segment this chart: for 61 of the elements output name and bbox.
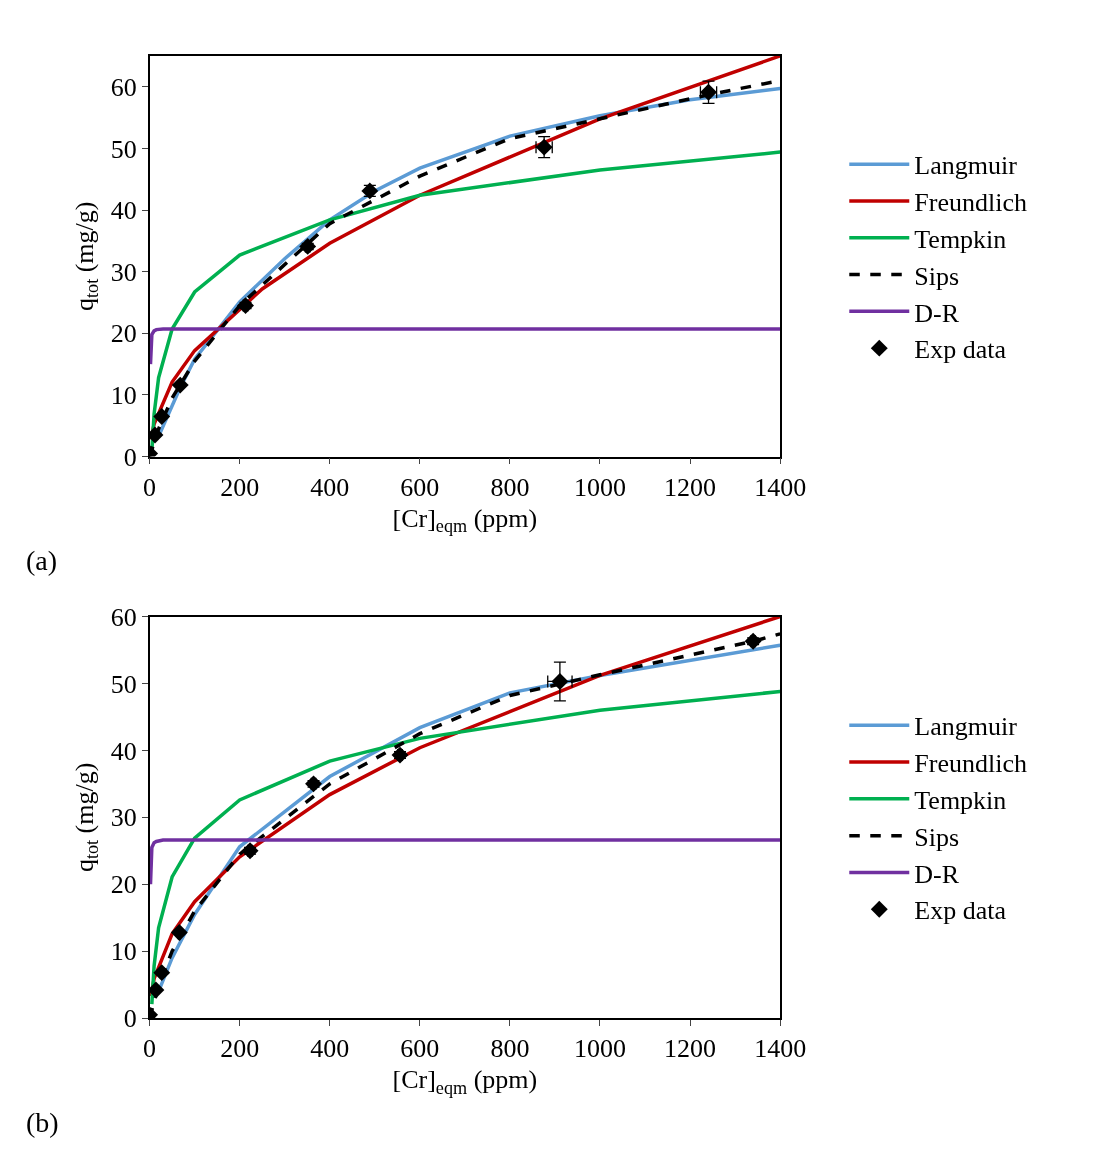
line-series <box>149 838 781 887</box>
x-tick-label: 800 <box>490 472 530 502</box>
x-tick-label: 600 <box>400 1034 440 1064</box>
y-tick-label: 40 <box>110 196 137 226</box>
y-tick-label: 40 <box>110 736 137 766</box>
x-axis-title: [Cr]$_{eqm}$ (ppm) <box>392 1065 538 1098</box>
text: (b) <box>26 1107 59 1138</box>
y-tick-label: 10 <box>110 937 137 967</box>
point <box>153 408 171 425</box>
point <box>241 842 259 860</box>
y-tick-label: 10 <box>110 381 137 411</box>
x-tick-label: 200 <box>220 1034 260 1064</box>
line-series <box>149 327 781 366</box>
y-tick-label: 30 <box>110 257 137 287</box>
legend-label: Tempkin <box>914 224 1007 254</box>
x-axis-title: [Cr]$_{eqm}$ (ppm) <box>392 503 538 537</box>
x-tick-label: 1200 <box>664 1034 717 1064</box>
line-series <box>150 689 781 1006</box>
x-tick-label: 0 <box>143 472 157 502</box>
y-tick-label: 20 <box>110 319 137 349</box>
x-tick-label: 800 <box>490 1034 530 1064</box>
legend-label: Freundlich <box>914 188 1027 218</box>
y-tick-label: 0 <box>123 1004 137 1034</box>
legend-label: Exp data <box>914 335 1007 365</box>
point <box>305 775 322 793</box>
legend-label: Langmuir <box>914 712 1018 742</box>
point <box>170 924 188 941</box>
legend-label: D-R <box>914 298 960 328</box>
point <box>153 964 171 982</box>
x-tick-label: 1200 <box>664 472 717 502</box>
legend-label: D-R <box>914 859 960 889</box>
x-tick-label: 0 <box>143 1034 157 1064</box>
point <box>744 632 762 650</box>
text: (a) <box>26 545 58 576</box>
legend-label: Sips <box>914 822 960 852</box>
point <box>299 237 317 255</box>
y-tick-label: 50 <box>110 134 137 164</box>
x-tick-label: 1400 <box>754 1034 807 1064</box>
y-tick-label: 0 <box>123 442 137 472</box>
legend-label: Freundlich <box>914 749 1027 779</box>
legend-label: Tempkin <box>914 785 1007 815</box>
legend-label: Exp data <box>914 896 1007 926</box>
point <box>149 981 165 999</box>
point <box>391 746 409 764</box>
point <box>171 376 189 394</box>
x-tick-label: 200 <box>220 472 260 502</box>
point <box>237 297 254 315</box>
x-tick-label: 600 <box>400 472 440 502</box>
x-tick-label: 1000 <box>573 472 626 502</box>
x-tick-label: 1000 <box>573 1034 626 1064</box>
y-tick-label: 50 <box>110 669 137 699</box>
x-tick-label: 1400 <box>754 472 807 502</box>
point <box>551 673 569 690</box>
legend-label: Langmuir <box>914 151 1018 181</box>
x-tick-label: 400 <box>310 472 350 502</box>
y-tick-label: 60 <box>110 602 137 632</box>
y-tick-label: 30 <box>110 803 137 833</box>
x-tick-label: 400 <box>310 1034 350 1064</box>
y-tick-label: 20 <box>110 870 137 900</box>
y-tick-label: 60 <box>110 72 137 102</box>
legend-label: Sips <box>914 261 960 291</box>
